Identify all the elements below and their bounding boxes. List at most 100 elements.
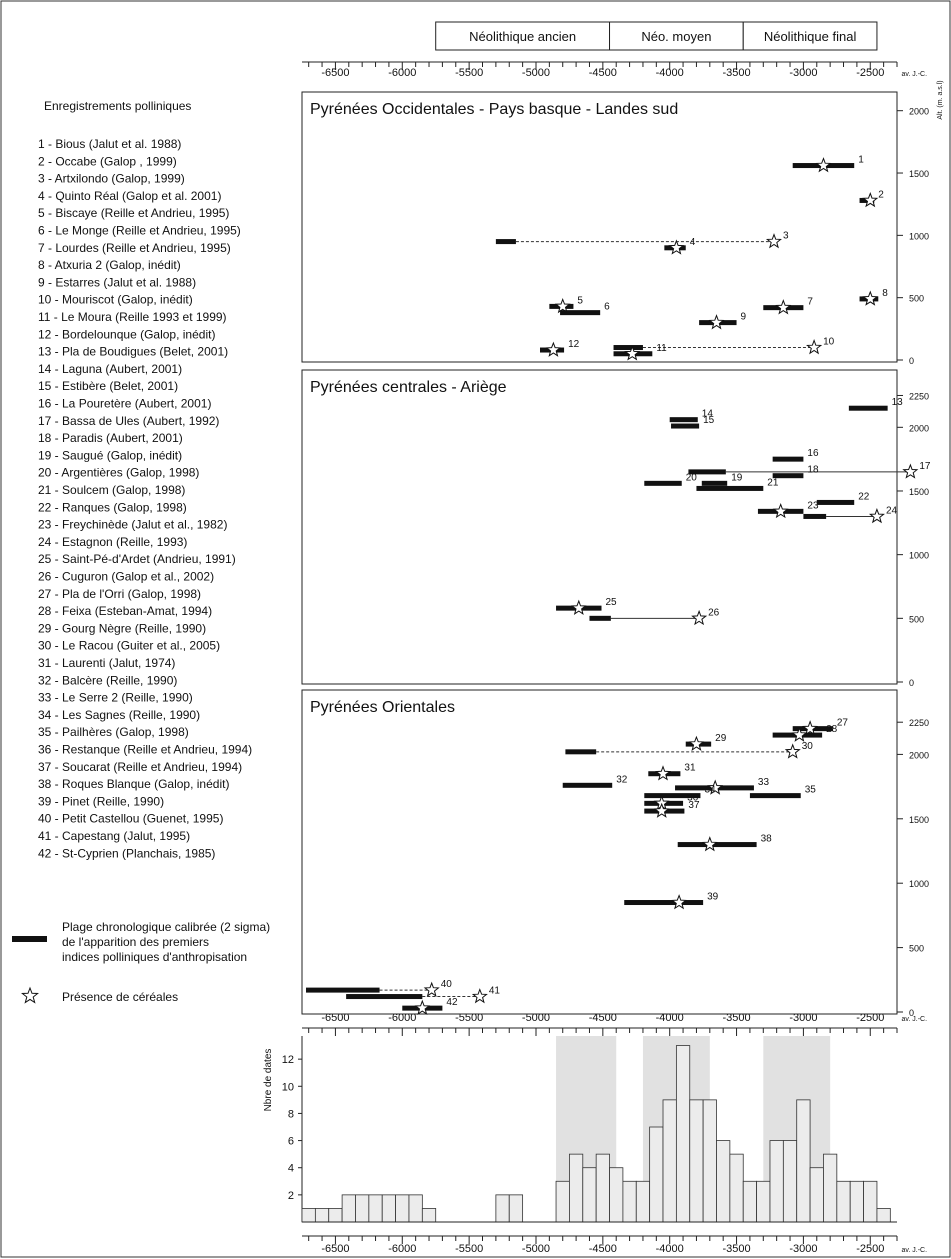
bottom-tick-label: -6000 <box>388 1243 416 1255</box>
site-list-item: 7 - Lourdes (Reille et Andrieu, 1995) <box>38 241 231 255</box>
hist-bar <box>876 1208 891 1223</box>
site-list-item: 13 - Pla de Boudigues (Belet, 2001) <box>38 345 228 359</box>
alt-tick-label: 2000 <box>909 107 929 117</box>
hist-y-tick-label: 10 <box>282 1081 294 1093</box>
site-list-item: 30 - Le Racou (Guiter et al., 2005) <box>38 639 220 653</box>
hist-bar <box>662 1099 677 1223</box>
alt-tick-label: 1500 <box>909 815 929 825</box>
hist-bar <box>809 1167 824 1223</box>
site-list-item: 12 - Bordelounque (Galop, inédit) <box>38 327 215 341</box>
range-bar <box>816 499 855 505</box>
hist-bar <box>622 1180 637 1223</box>
cereal-star <box>806 339 823 355</box>
record-label: 5 <box>577 295 583 306</box>
record-label: 39 <box>707 892 719 903</box>
range-bar <box>803 513 827 519</box>
hist-bar <box>836 1180 851 1223</box>
time-axes: -6500 -6000 -5500 -5000 -4500 -4000 -3500 -3000… <box>302 61 927 1255</box>
hist-bar <box>301 1208 316 1223</box>
record-label: 38 <box>761 834 773 845</box>
record-label: 14 <box>702 409 714 420</box>
site-list-item: 31 - Laurenti (Jalut, 1974) <box>38 656 175 670</box>
record-label: 16 <box>807 448 819 459</box>
hist-y-tick-label: 4 <box>288 1163 294 1175</box>
range-bar <box>306 987 380 993</box>
alt-tick-label: 0 <box>909 1008 914 1018</box>
mid-tick-label: -5500 <box>455 1012 483 1024</box>
hist-bar <box>635 1180 651 1223</box>
site-list-title: Enregistrements polliniques <box>44 99 191 113</box>
legend-bar-text: de l'apparition des premiers <box>62 935 209 949</box>
site-list-item: 41 - Capestang (Jalut, 1995) <box>38 829 190 843</box>
record-label: 13 <box>892 397 904 408</box>
site-list-item: 24 - Estagnon (Reille, 1993) <box>38 535 187 549</box>
hist-bar <box>823 1153 838 1223</box>
site-list-item: 35 - Pailhères (Galop, 1998) <box>38 725 189 739</box>
panel-1: Pyrénées centrales - Ariège 0 500 1000 1500 2… <box>301 369 931 688</box>
site-list-item: 3 - Artxilondo (Galop, 1999) <box>38 172 185 186</box>
hist-bar <box>609 1167 624 1223</box>
record-label: 19 <box>731 472 743 483</box>
record-label: 2 <box>878 189 884 200</box>
top-tick-label: -3500 <box>722 67 750 79</box>
hist-bar <box>355 1194 370 1223</box>
mid-tick-label: -3500 <box>722 1012 750 1024</box>
record-label: 24 <box>886 505 898 516</box>
cereal-star <box>671 894 688 910</box>
record-label: 33 <box>758 777 770 788</box>
site-list-item: 22 - Ranques (Galop, 1998) <box>38 500 187 514</box>
record-label: 32 <box>616 774 628 785</box>
mid-unit-label: av. J.-C. <box>901 1016 927 1023</box>
cereal-star <box>545 341 562 357</box>
range-bar <box>644 480 682 486</box>
site-list-item: 36 - Restanque (Reille et Andrieu, 1994) <box>38 743 252 757</box>
mid-tick-label: -3000 <box>789 1012 817 1024</box>
hist-bar <box>595 1153 610 1223</box>
record-label: 11 <box>656 343 667 354</box>
cereal-star <box>862 191 879 208</box>
cereal-star <box>802 720 819 736</box>
site-list: Enregistrements polliniques 1 - Bious (Ja… <box>38 99 252 860</box>
hist-bar <box>421 1208 437 1223</box>
mid-tick-label: -4500 <box>589 1012 617 1024</box>
top-tick-label: -5500 <box>455 67 483 79</box>
alt-tick-label: 2000 <box>909 423 929 433</box>
legend-star-icon <box>21 986 39 1004</box>
alt-tick-label: 0 <box>909 356 914 366</box>
record-label: 17 <box>919 461 931 472</box>
alt-tick-label: 1500 <box>909 487 929 497</box>
bottom-tick-label: -5500 <box>455 1243 483 1255</box>
alt-tick-label: 2250 <box>909 391 929 401</box>
site-list-item: 21 - Soulcem (Galop, 1998) <box>38 483 185 497</box>
mid-tick-label: -4000 <box>656 1012 684 1024</box>
hist-bar <box>729 1153 744 1223</box>
alt-tick-label: 500 <box>909 944 924 954</box>
record-label: 37 <box>688 800 700 811</box>
hist-y-tick-label: 6 <box>288 1136 294 1148</box>
cereal-star <box>791 726 808 742</box>
cereal-star <box>655 765 672 781</box>
hist-y-tick-label: 8 <box>288 1108 294 1120</box>
altitude-panels: Pyrénées Occidentales - Pays basque - La… <box>301 80 944 1018</box>
top-tick-label: -4500 <box>589 67 617 79</box>
bottom-unit-label: av. J.-C. <box>901 1247 927 1254</box>
hist-bar <box>381 1194 396 1223</box>
record-label: 4 <box>690 237 696 248</box>
hist-bar <box>849 1180 864 1223</box>
legend-star-text: Présence de céréales <box>62 990 178 1004</box>
hist-bar <box>769 1140 784 1223</box>
record-label: 18 <box>807 465 819 476</box>
top-tick-label: -6000 <box>388 67 416 79</box>
hist-bar <box>569 1153 584 1223</box>
cereal-star <box>471 988 488 1004</box>
cereal-star <box>775 299 792 315</box>
record-label: 28 <box>826 724 838 735</box>
site-list-item: 5 - Biscaye (Reille et Andrieu, 1995) <box>38 206 229 220</box>
mid-tick-label: -2500 <box>856 1012 884 1024</box>
alt-tick-label: 500 <box>909 294 924 304</box>
cereal-star <box>707 779 724 795</box>
site-list-item: 2 - Occabe (Galop , 1999) <box>38 154 177 168</box>
record-label: 6 <box>604 302 610 313</box>
cereal-star <box>815 157 832 173</box>
bottom-tick-label: -6500 <box>321 1243 349 1255</box>
